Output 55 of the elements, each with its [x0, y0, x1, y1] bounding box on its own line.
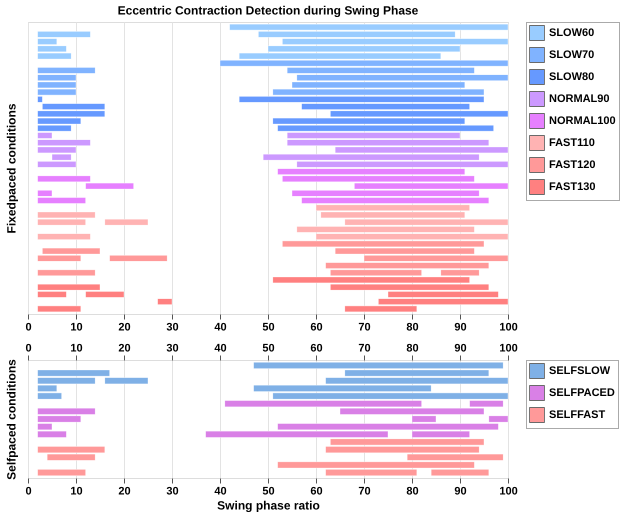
x2-tick-label: 70	[358, 342, 371, 354]
x-tick-label: 60	[310, 322, 323, 334]
x2-tick-label: 50	[262, 342, 275, 354]
x-tick-label: 10	[70, 322, 83, 334]
x-axis-title: Swing phase ratio	[217, 498, 320, 512]
x-tick-label: 0	[25, 322, 32, 334]
x-tick-label: 50	[262, 322, 275, 334]
x-tick-label: 40	[214, 322, 227, 334]
legend-label: FAST130	[549, 181, 596, 193]
x-tick-label: 70	[358, 486, 371, 498]
bar	[37, 469, 86, 476]
x2-tick-label: 80	[406, 342, 419, 354]
y-axis-title: Selfpaced conditions	[4, 358, 18, 480]
legend-label: FAST110	[549, 137, 595, 149]
x2-tick-label: 100	[499, 342, 518, 354]
legend-label: SLOW70	[549, 49, 594, 61]
x-tick-label: 100	[499, 486, 518, 498]
x-tick-label: 70	[358, 322, 371, 334]
x-tick-label: 80	[406, 322, 419, 334]
bar	[109, 255, 168, 262]
x2-tick-label: 0	[25, 342, 32, 354]
x-tick-label: 100	[499, 322, 518, 334]
legend-label: SELFSLOW	[549, 365, 611, 377]
x-tick-label: 90	[454, 322, 467, 334]
x-tick-label: 40	[214, 486, 227, 498]
x-tick-label: 30	[166, 486, 179, 498]
legend-label: SLOW60	[549, 27, 594, 39]
x-tick-label: 20	[118, 486, 131, 498]
legend-label: SELFFAST	[549, 409, 606, 421]
x-tick-label: 0	[25, 486, 32, 498]
x-tick-label: 30	[166, 322, 179, 334]
legend-label: NORMAL100	[549, 115, 616, 127]
x-tick-label: 50	[262, 486, 275, 498]
chart-title: Eccentric Contraction Detection during Swing Phase	[118, 4, 419, 18]
bar	[37, 269, 96, 276]
x2-tick-label: 90	[454, 342, 467, 354]
bar	[157, 298, 172, 305]
x2-tick-label: 40	[214, 342, 227, 354]
legend-label: NORMAL90	[549, 93, 610, 105]
bar	[37, 233, 91, 240]
x-tick-label: 20	[118, 322, 131, 334]
legend-label: SLOW80	[549, 71, 594, 83]
legend-label: FAST120	[549, 159, 596, 171]
x2-tick-label: 60	[310, 342, 323, 354]
x-tick-label: 90	[454, 486, 467, 498]
bar	[104, 218, 148, 226]
legend-label: SELFPACED	[549, 387, 615, 399]
x-tick-label: 60	[310, 486, 323, 498]
x2-tick-label: 20	[118, 342, 131, 354]
y-axis-title: Fixedpaced conditions	[4, 103, 18, 234]
x-tick-label: 80	[406, 486, 419, 498]
x-tick-label: 10	[70, 486, 83, 498]
x2-tick-label: 30	[166, 342, 179, 354]
bar	[37, 306, 82, 312]
x2-tick-label: 10	[70, 342, 83, 354]
